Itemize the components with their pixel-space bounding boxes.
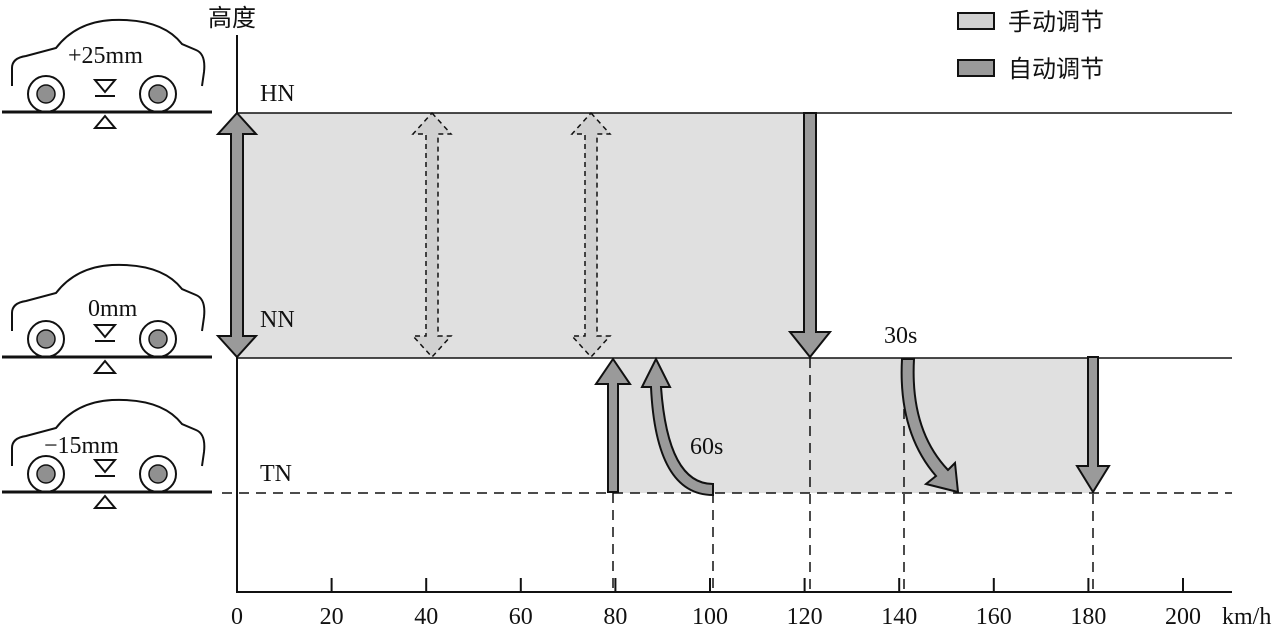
delay-label-30s: 30s	[884, 323, 917, 349]
manual-double-arrow-40	[411, 111, 453, 359]
manual-double-arrow-0	[215, 111, 259, 359]
car-offset-tn: −15mm	[44, 433, 119, 459]
x-tick-label: 160	[976, 604, 1012, 630]
x-tick-label: 40	[414, 604, 438, 630]
y-axis-title: 高度	[208, 4, 256, 32]
x-tick-label: 20	[320, 604, 344, 630]
auto-arrow-80-up	[594, 357, 632, 493]
x-tick-label: 200	[1165, 604, 1201, 630]
delay-label-60s: 60s	[690, 434, 723, 460]
car-offset-hn: +25mm	[68, 43, 143, 69]
x-axis-tick-labels: 0 20 40 60 80 100 120 140 160 180 200	[231, 604, 1201, 630]
x-tick-label: 60	[509, 604, 533, 630]
level-label-hn: HN	[260, 81, 295, 107]
legend: 手动调节 自动调节	[957, 8, 1104, 83]
x-axis-ticks	[236, 578, 1184, 592]
manual-region-upper	[237, 113, 810, 358]
legend-label-auto: 自动调节	[1008, 55, 1104, 83]
manual-double-arrow-75	[570, 111, 612, 359]
auto-arrow-180-down	[1075, 356, 1111, 494]
manual-region-lower	[613, 358, 1093, 493]
legend-label-manual: 手动调节	[1008, 8, 1104, 36]
car-offset-nn: 0mm	[88, 296, 138, 322]
x-tick-label: 140	[881, 604, 917, 630]
level-label-nn: NN	[260, 307, 295, 333]
x-tick-label: 100	[692, 604, 728, 630]
auto-arrow-30s-curve	[900, 358, 960, 494]
x-tick-label: 80	[603, 604, 627, 630]
car-icon-hn	[0, 18, 214, 130]
x-axis-unit: km/h	[1222, 604, 1271, 630]
level-label-tn: TN	[260, 461, 292, 487]
x-tick-label: 180	[1070, 604, 1106, 630]
legend-swatch-manual	[957, 12, 995, 30]
x-tick-label: 0	[231, 604, 243, 630]
legend-swatch-auto	[957, 59, 995, 77]
x-tick-label: 120	[787, 604, 823, 630]
auto-arrow-120-down	[787, 112, 833, 359]
auto-arrow-60s-curve	[640, 356, 714, 497]
